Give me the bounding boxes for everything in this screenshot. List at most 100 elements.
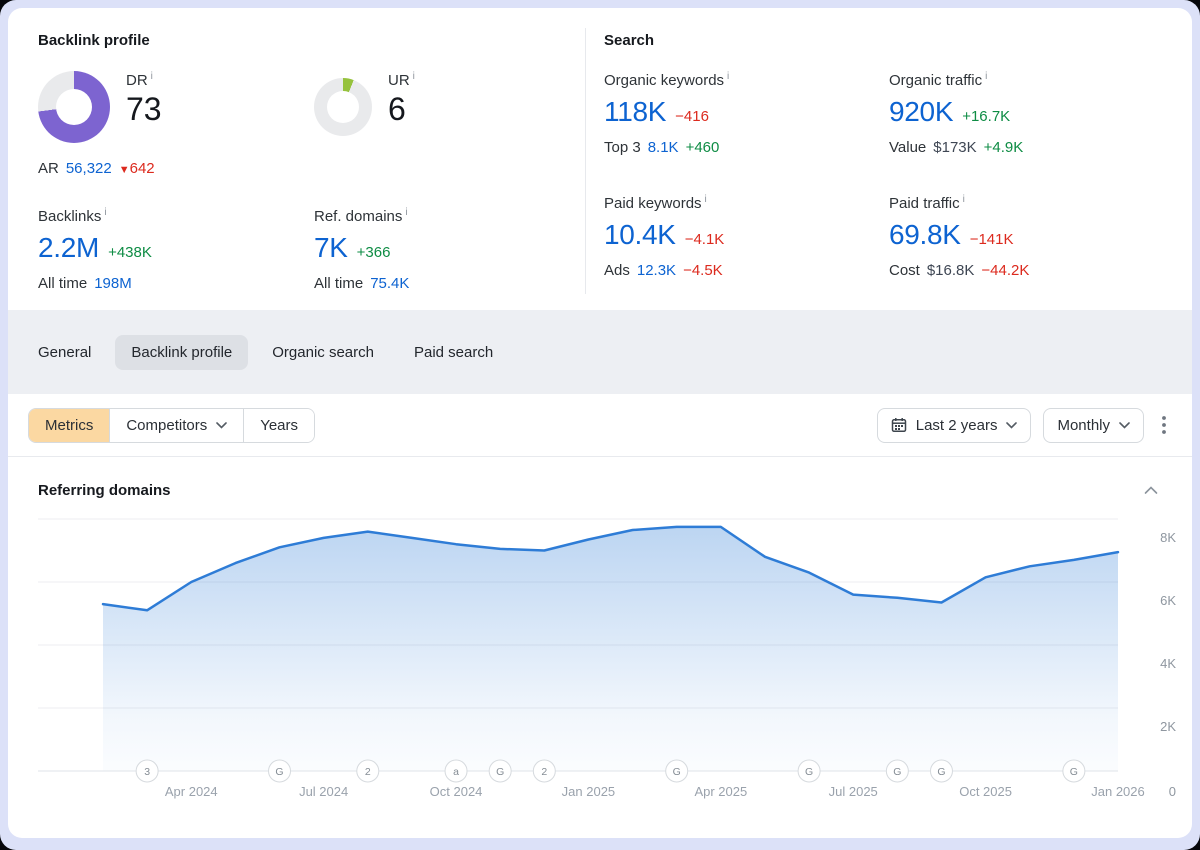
y-axis-label: 8K bbox=[1160, 530, 1176, 545]
ads-label: Ads bbox=[604, 262, 630, 279]
event-marker[interactable]: G bbox=[885, 759, 909, 783]
backlinks-value-link[interactable]: 2.2M bbox=[38, 232, 100, 263]
svg-text:a: a bbox=[453, 766, 459, 778]
top3-label: Top 3 bbox=[604, 139, 641, 156]
x-axis-label: Oct 2024 bbox=[430, 784, 483, 799]
event-marker[interactable]: 2 bbox=[532, 759, 556, 783]
ur-donut-chart bbox=[314, 78, 372, 136]
traffic-value: $173K bbox=[933, 139, 977, 156]
organic-keywords-delta: −416 bbox=[675, 108, 709, 125]
report-tabs: General Backlink profile Organic search … bbox=[8, 310, 1192, 394]
trend-line bbox=[101, 525, 1120, 612]
date-range-button[interactable]: Last 2 years bbox=[876, 407, 1032, 443]
y-axis-label: 6K bbox=[1160, 593, 1176, 608]
x-axis-label: Jan 2026 bbox=[1091, 784, 1145, 799]
url-rating-widget: UR i 6 bbox=[314, 71, 590, 143]
search-title: Search bbox=[604, 32, 655, 49]
tab-paid-search[interactable]: Paid search bbox=[398, 335, 509, 370]
backlink-profile-title: Backlink profile bbox=[38, 32, 150, 49]
dr-label-row: DR i bbox=[126, 71, 153, 89]
chevron-down-icon bbox=[1006, 421, 1018, 429]
event-marker[interactable]: G bbox=[929, 759, 953, 783]
stat-ref-domains: Ref. domains i 7K +366 All time 75.4K bbox=[314, 207, 410, 292]
svg-text:2: 2 bbox=[365, 766, 371, 778]
x-axis-label: Apr 2025 bbox=[694, 784, 747, 799]
event-marker[interactable]: G bbox=[488, 759, 512, 783]
ar-label: AR bbox=[38, 160, 59, 177]
paid-keywords-value-link[interactable]: 10.4K bbox=[604, 219, 676, 250]
info-icon[interactable]: i bbox=[405, 207, 408, 218]
cost-value: $16.8K bbox=[926, 262, 975, 279]
chart-toolbar: Metrics Competitors Years Last 2 years M… bbox=[8, 394, 1192, 456]
svg-text:G: G bbox=[275, 766, 283, 778]
all-time-label: All time bbox=[38, 275, 88, 292]
event-marker[interactable]: a bbox=[444, 759, 468, 783]
organic-keywords-value-link[interactable]: 118K bbox=[604, 96, 667, 127]
x-axis-label: Oct 2025 bbox=[959, 784, 1012, 799]
overview-card: Backlink profile DR i 73 UR i 6 bbox=[8, 8, 1192, 838]
info-icon[interactable]: i bbox=[150, 71, 153, 82]
info-icon[interactable]: i bbox=[962, 194, 965, 205]
top3-delta: +460 bbox=[685, 139, 720, 156]
svg-text:G: G bbox=[937, 766, 945, 778]
chevron-up-icon bbox=[1144, 486, 1158, 494]
backlink-profile-section: Backlink profile DR i 73 UR i 6 bbox=[8, 8, 586, 310]
tab-backlink-profile[interactable]: Backlink profile bbox=[115, 334, 249, 370]
stat-backlinks: Backlinks i 2.2M +438K All time 198M bbox=[38, 207, 152, 292]
ar-change: ▼642 bbox=[118, 160, 155, 177]
organic-traffic-value-link[interactable]: 920K bbox=[889, 96, 954, 127]
x-axis-label: Jul 2025 bbox=[829, 784, 878, 799]
svg-text:G: G bbox=[805, 766, 813, 778]
dr-donut-chart bbox=[38, 71, 110, 143]
years-segment-button[interactable]: Years bbox=[243, 408, 315, 442]
stat-organic-keywords: Organic keywords i 118K −416 Top 3 8.1K +… bbox=[604, 71, 730, 156]
top3-value-link[interactable]: 8.1K bbox=[647, 139, 679, 156]
dr-value: 73 bbox=[126, 91, 162, 127]
tab-organic-search[interactable]: Organic search bbox=[256, 335, 390, 370]
ads-delta: −4.5K bbox=[683, 262, 723, 279]
ref-domains-value-link[interactable]: 7K bbox=[314, 232, 348, 263]
organic-traffic-delta: +16.7K bbox=[962, 108, 1011, 125]
event-marker[interactable]: 2 bbox=[356, 759, 380, 783]
referring-domains-chart[interactable]: 8K 6K 4K 2K 0 Apr 2024 Jul 2024 Oct 2024 Jan 202… bbox=[38, 514, 1178, 806]
event-marker[interactable]: G bbox=[797, 759, 821, 783]
info-icon[interactable]: i bbox=[985, 71, 988, 82]
competitors-segment-button[interactable]: Competitors bbox=[109, 408, 244, 442]
event-marker[interactable]: G bbox=[268, 759, 292, 783]
area-fill bbox=[103, 526, 1118, 771]
info-icon[interactable]: i bbox=[412, 71, 415, 82]
granularity-button[interactable]: Monthly bbox=[1043, 407, 1144, 443]
search-section: Search Organic keywords i 118K −416 Top 3… bbox=[586, 8, 1192, 310]
all-time-value-link[interactable]: 198M bbox=[94, 275, 132, 292]
x-axis-label: Apr 2024 bbox=[165, 784, 218, 799]
paid-traffic-value-link[interactable]: 69.8K bbox=[889, 219, 961, 250]
backlinks-delta: +438K bbox=[108, 244, 152, 261]
ar-value-link[interactable]: 56,322 bbox=[65, 160, 112, 177]
info-icon[interactable]: i bbox=[704, 194, 707, 205]
info-icon[interactable]: i bbox=[727, 71, 730, 82]
cost-delta: −44.2K bbox=[981, 262, 1030, 279]
domain-rating-widget: DR i 73 bbox=[38, 71, 314, 143]
ads-value-link[interactable]: 12.3K bbox=[636, 262, 677, 279]
metrics-overview-section: Backlink profile DR i 73 UR i 6 bbox=[8, 8, 1192, 310]
all-time-value-link[interactable]: 75.4K bbox=[370, 275, 410, 292]
kebab-menu-icon bbox=[1162, 416, 1166, 434]
event-marker[interactable]: 3 bbox=[135, 759, 159, 783]
svg-text:3: 3 bbox=[144, 766, 150, 778]
ahrefs-rank-row: AR 56,322 ▼642 bbox=[38, 160, 590, 177]
collapse-section-button[interactable] bbox=[1140, 479, 1162, 502]
ur-value: 6 bbox=[388, 91, 406, 127]
svg-text:G: G bbox=[496, 766, 504, 778]
event-marker[interactable]: G bbox=[1062, 759, 1086, 783]
stat-paid-traffic: Paid traffic i 69.8K −141K Cost $16.8K −4… bbox=[889, 194, 1030, 279]
more-options-button[interactable] bbox=[1156, 412, 1172, 438]
y-axis-label: 2K bbox=[1160, 719, 1176, 734]
event-marker[interactable]: G bbox=[665, 759, 689, 783]
tab-general[interactable]: General bbox=[22, 335, 107, 370]
triangle-down-icon: ▼ bbox=[118, 164, 130, 176]
info-icon[interactable]: i bbox=[104, 207, 107, 218]
metrics-segment-button[interactable]: Metrics bbox=[29, 408, 110, 442]
view-mode-segmented-control: Metrics Competitors Years bbox=[28, 407, 316, 443]
value-label: Value bbox=[889, 139, 927, 156]
